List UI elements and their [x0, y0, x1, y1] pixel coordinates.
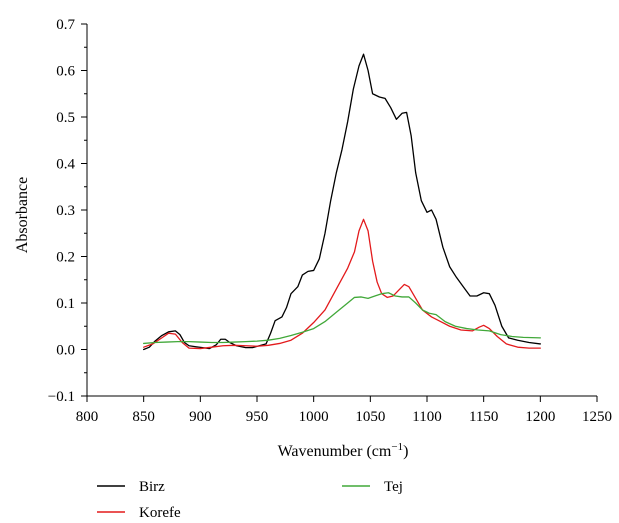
x-axis-title-superscript: −1 [391, 441, 403, 453]
y-tick-label: 0.2 [56, 250, 75, 266]
y-tick-label: −0.1 [48, 389, 75, 405]
x-axis-title-close: ) [403, 443, 408, 460]
y-tick-label: 0.3 [56, 203, 75, 219]
x-tick-label: 800 [76, 409, 99, 425]
x-axis-title: Wavenumber (cm−1) [278, 441, 409, 460]
x-tick-label: 950 [246, 409, 269, 425]
x-tick-label: 1250 [582, 409, 612, 425]
series-layer [143, 53, 541, 351]
y-tick-label: 0.1 [56, 296, 75, 312]
y-tick-label: 0.0 [56, 343, 75, 359]
y-tick-label: 0.7 [56, 17, 75, 33]
x-tick-label: 1200 [525, 409, 555, 425]
y-axis-title: Absorbance [14, 177, 31, 253]
x-tick-label: 1100 [412, 409, 441, 425]
y-tick-label: 0.4 [56, 157, 75, 173]
series-line-tej [143, 292, 541, 345]
x-tick-label: 900 [189, 409, 212, 425]
legend: Birz Korefe Tej [97, 479, 403, 521]
series-line-birz [143, 53, 541, 351]
y-axis: −0.1 0.0 0.1 0.2 0.3 0.4 0.5 0.6 0.7 [48, 17, 88, 405]
x-axis: 800 850 900 950 1000 1050 1100 1150 1200 1250 [76, 395, 612, 425]
series-line-korefe [143, 218, 541, 350]
x-tick-label: 1150 [469, 409, 498, 425]
legend-label-korefe: Korefe [139, 505, 181, 521]
x-axis-title-main: Wavenumber (cm [278, 443, 392, 460]
legend-label-tej: Tej [384, 479, 403, 495]
x-tick-label: 850 [132, 409, 155, 425]
x-tick-label: 1050 [355, 409, 385, 425]
x-tick-label: 1000 [299, 409, 329, 425]
legend-label-birz: Birz [139, 479, 165, 495]
y-tick-label: 0.5 [56, 110, 75, 126]
y-tick-label: 0.6 [56, 64, 75, 80]
